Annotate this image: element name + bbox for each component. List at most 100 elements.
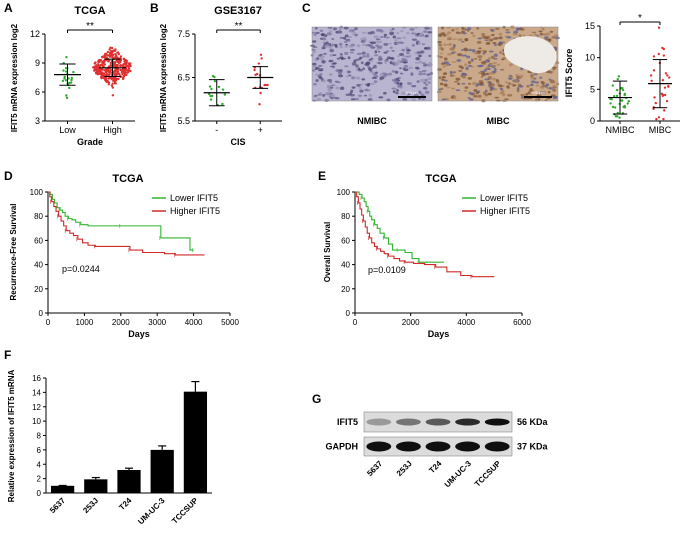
data-point — [110, 84, 114, 87]
data-point — [106, 50, 110, 54]
cell-nucleus — [389, 31, 395, 35]
cell-nucleus — [407, 92, 411, 96]
cell-nucleus — [382, 75, 387, 78]
cell-nucleus — [451, 28, 455, 32]
cell-nucleus — [536, 34, 540, 37]
cell-nucleus — [481, 33, 486, 36]
cell-nucleus — [484, 78, 490, 81]
cell-nucleus — [492, 62, 497, 64]
data-point — [108, 48, 111, 51]
cell-nucleus — [370, 59, 374, 62]
cell-nucleus — [351, 29, 356, 32]
cell-nucleus — [329, 49, 335, 53]
cell-nucleus — [420, 78, 426, 83]
cell-nucleus — [399, 82, 403, 86]
cell-nucleus — [313, 94, 317, 98]
cell-nucleus — [358, 87, 362, 90]
data-point — [121, 77, 125, 81]
data-point — [255, 72, 259, 76]
cell-nucleus — [349, 51, 355, 54]
panel-letter-c: C — [302, 1, 311, 15]
cell-nucleus — [491, 70, 497, 74]
blot-lane-label: TCCSUP — [473, 459, 503, 489]
x-tick-label: UM-UC-3 — [136, 496, 167, 527]
cell-nucleus — [360, 61, 364, 65]
cell-nucleus — [411, 97, 417, 101]
cell-nucleus — [371, 41, 377, 44]
cell-nucleus — [320, 78, 324, 81]
image-label-nmibc: NMIBC — [357, 116, 387, 126]
cell-nucleus — [492, 42, 497, 45]
cell-nucleus — [350, 43, 356, 47]
y-axis-label: Recurrence-Free Survival — [9, 204, 18, 301]
cell-nucleus — [361, 78, 366, 81]
cell-nucleus — [552, 66, 557, 69]
cell-nucleus — [366, 83, 370, 87]
data-point — [626, 102, 629, 105]
cell-nucleus — [529, 88, 533, 92]
cell-nucleus — [310, 44, 315, 47]
cell-nucleus — [421, 62, 426, 65]
cell-nucleus — [326, 32, 332, 36]
cell-nucleus — [499, 87, 504, 91]
cell-nucleus — [447, 31, 452, 35]
cell-nucleus — [405, 46, 409, 50]
cell-nucleus — [418, 71, 423, 73]
p-value: p=0.0244 — [62, 264, 100, 274]
data-point — [129, 62, 132, 65]
data-point — [101, 56, 104, 59]
x-tick-label: NMIBC — [606, 125, 636, 135]
cell-nucleus — [440, 47, 444, 51]
cell-nucleus — [428, 63, 433, 67]
blot-size-label: 37 KDa — [517, 442, 549, 452]
cell-nucleus — [443, 43, 447, 46]
cell-nucleus — [311, 62, 317, 66]
data-point — [116, 51, 119, 54]
cell-nucleus — [552, 84, 557, 88]
cell-nucleus — [331, 43, 335, 47]
cell-nucleus — [496, 79, 500, 83]
blot-lane-label: T24 — [427, 459, 444, 476]
data-point — [108, 51, 112, 55]
data-point — [111, 51, 114, 54]
data-point — [664, 72, 668, 75]
cell-nucleus — [479, 81, 483, 86]
data-point — [103, 63, 107, 66]
cell-nucleus — [487, 37, 492, 41]
cell-nucleus — [440, 62, 446, 65]
data-point — [657, 52, 661, 56]
cell-nucleus — [539, 32, 544, 36]
cell-nucleus — [453, 80, 459, 83]
cell-nucleus — [427, 46, 431, 50]
x-tick-label: 5637 — [48, 496, 67, 515]
cell-nucleus — [409, 27, 415, 31]
cell-nucleus — [386, 98, 391, 102]
cell-nucleus — [386, 36, 390, 39]
cell-nucleus — [530, 76, 535, 80]
cell-nucleus — [356, 52, 362, 56]
cell-nucleus — [487, 56, 491, 61]
cell-nucleus — [440, 52, 443, 55]
cell-nucleus — [348, 28, 353, 33]
data-point — [107, 65, 111, 68]
cell-nucleus — [391, 50, 395, 52]
cell-nucleus — [531, 31, 537, 34]
cell-nucleus — [548, 87, 553, 90]
cell-nucleus — [315, 73, 319, 76]
cell-nucleus — [539, 85, 545, 89]
cell-nucleus — [457, 31, 462, 35]
cell-nucleus — [484, 68, 487, 72]
data-point — [125, 61, 128, 64]
cell-nucleus — [312, 68, 315, 72]
cell-nucleus — [452, 45, 456, 48]
cell-nucleus — [441, 98, 447, 101]
chart-title: GSE3167 — [214, 5, 262, 17]
cell-nucleus — [461, 82, 466, 85]
cell-nucleus — [538, 30, 543, 33]
cell-nucleus — [427, 81, 431, 84]
data-point — [95, 71, 98, 74]
cell-nucleus — [381, 72, 387, 75]
data-point — [72, 70, 75, 74]
data-point — [109, 63, 112, 67]
cell-nucleus — [484, 39, 489, 42]
